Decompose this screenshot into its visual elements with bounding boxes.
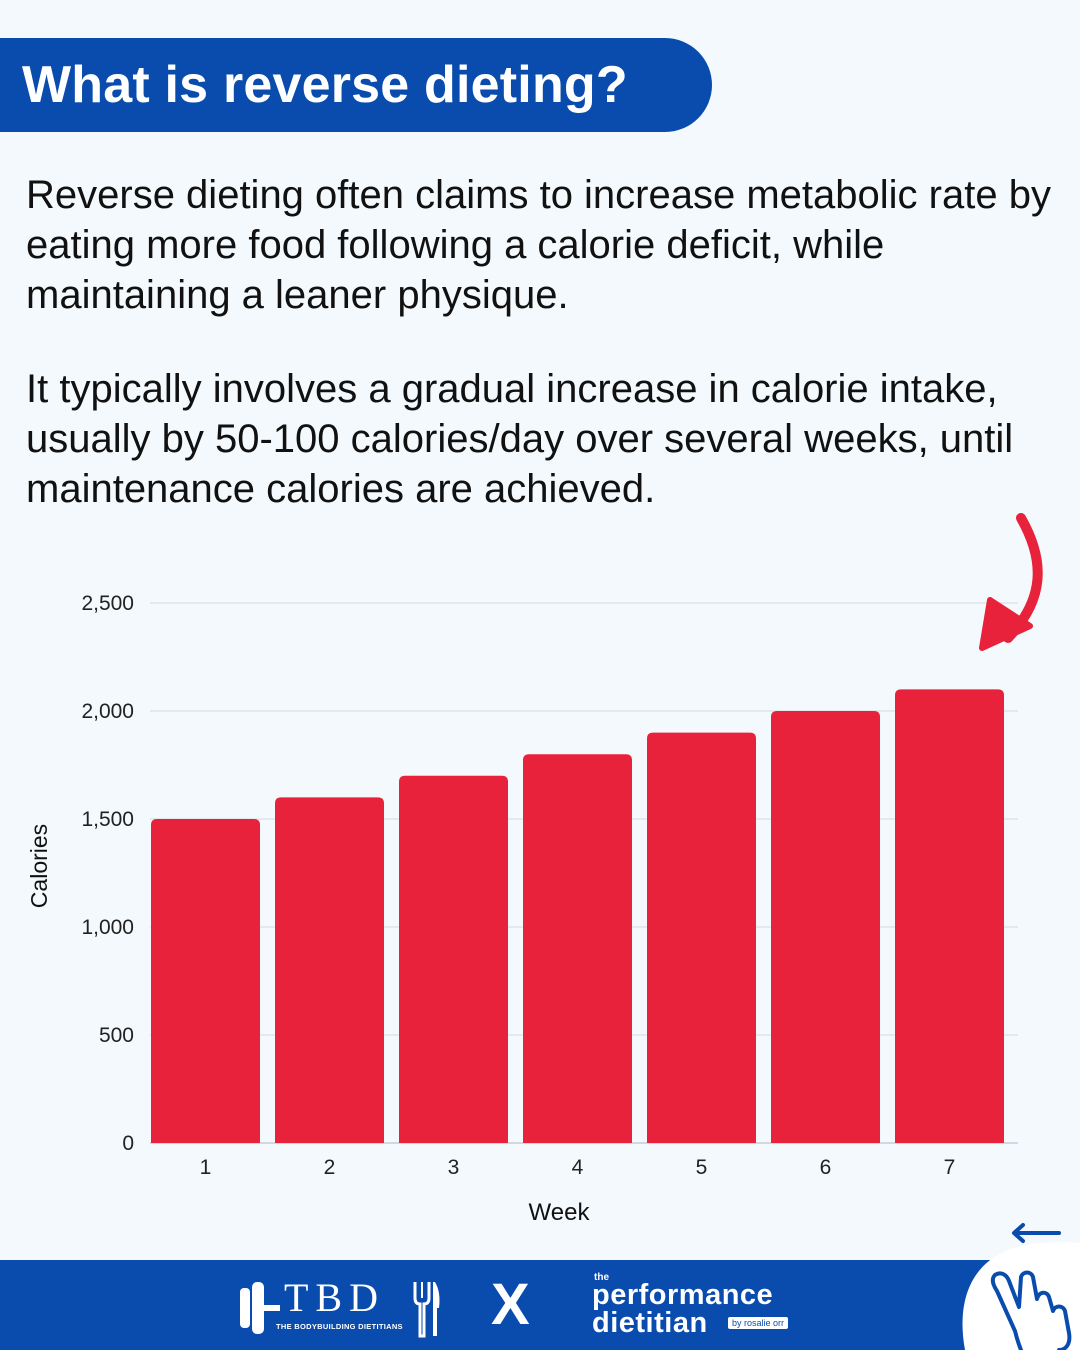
tbd-tagline: THE BODYBUILDING DIETITIANS — [276, 1322, 403, 1331]
y-tick-label: 0 — [122, 1132, 134, 1155]
barbell-icon — [240, 1282, 280, 1334]
page-title: What is reverse dieting? — [22, 56, 628, 114]
tbd-wordmark: TBD — [284, 1275, 385, 1320]
y-tick-label: 2,000 — [81, 700, 134, 723]
y-tick-label: 500 — [99, 1024, 134, 1047]
detail-paragraph: It typically involves a gradual increase… — [26, 367, 1014, 511]
y-axis-label: Calories — [26, 824, 52, 908]
y-tick-label: 2,500 — [81, 592, 134, 615]
x-tick-label: 2 — [324, 1156, 336, 1179]
x-axis-ticks: 1 2 3 4 5 6 7 — [200, 1156, 956, 1179]
chart-bars — [151, 689, 1004, 1143]
y-axis-ticks: 0 500 1,000 1,500 2,000 2,500 — [81, 592, 134, 1155]
perf-logo-line1: performance — [592, 1279, 774, 1311]
bar-week-6 — [771, 711, 880, 1143]
curved-arrow-icon — [979, 513, 1043, 651]
performance-dietitian-logo: the performance dietitian by rosalie orr — [592, 1272, 812, 1342]
intro-paragraph: Reverse dieting often claims to increase… — [26, 173, 1051, 317]
swipe-hand-icon — [962, 1223, 1080, 1350]
calorie-bar-chart: 0 500 1,000 1,500 2,000 2,500 1 2 3 4 5 6 7 Week Ca… — [26, 513, 1043, 1226]
perf-logo-line2: dietitian — [592, 1307, 708, 1339]
bar-week-4 — [523, 754, 632, 1143]
bar-week-2 — [275, 797, 384, 1143]
bar-week-7 — [895, 689, 1004, 1143]
perf-logo-the: the — [594, 1272, 609, 1283]
x-tick-label: 6 — [820, 1156, 832, 1179]
x-tick-label: 7 — [944, 1156, 956, 1179]
bar-week-1 — [151, 819, 260, 1143]
footer-bar: TBD THE BODYBUILDING DIETITIANS X the pe… — [0, 1260, 1080, 1350]
x-tick-label: 4 — [572, 1156, 584, 1179]
title-banner: What is reverse dieting? — [0, 38, 712, 132]
x-tick-label: 3 — [448, 1156, 460, 1179]
collab-x: X — [491, 1272, 530, 1337]
bar-week-3 — [399, 775, 508, 1143]
bar-week-5 — [647, 732, 756, 1143]
x-tick-label: 1 — [200, 1156, 212, 1179]
tbd-logo: TBD THE BODYBUILDING DIETITIANS — [236, 1274, 442, 1340]
y-tick-label: 1,000 — [81, 916, 134, 939]
perf-logo-byline: by rosalie orr — [728, 1317, 789, 1329]
x-tick-label: 5 — [696, 1156, 708, 1179]
x-axis-label: Week — [529, 1199, 591, 1226]
y-tick-label: 1,500 — [81, 808, 134, 831]
left-arrow-icon — [1012, 1223, 1061, 1243]
fork-knife-icon — [413, 1282, 440, 1338]
